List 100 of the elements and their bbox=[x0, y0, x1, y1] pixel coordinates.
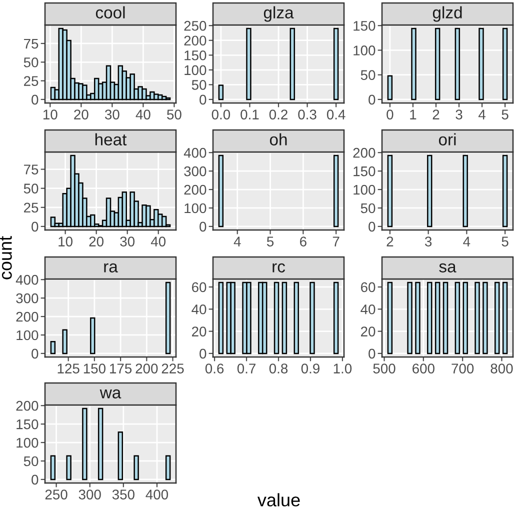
y-tick-label: 0 bbox=[32, 348, 38, 359]
y-tick-label: 40 bbox=[360, 304, 376, 314]
x-tick-label: 300 bbox=[78, 490, 101, 500]
y-tick-label: 75 bbox=[24, 164, 38, 174]
y-tick-label: 0 bbox=[32, 94, 38, 105]
x-tick-label: 600 bbox=[412, 364, 434, 374]
y-tick-label: 400 bbox=[16, 274, 38, 285]
y-tick-label: 400 bbox=[184, 148, 206, 158]
y-tick-label: 100 bbox=[184, 203, 206, 214]
y-tick-label: 0 bbox=[368, 94, 376, 105]
y-axis-title: count bbox=[0, 236, 12, 280]
chart-title: rc bbox=[272, 263, 285, 272]
y-tick-label: 75 bbox=[24, 38, 38, 49]
x-tick-label: 5 bbox=[266, 236, 274, 246]
y-tick-label: 60 bbox=[192, 282, 206, 292]
x-tick-label: 0.6 bbox=[205, 364, 224, 374]
y-tick-label: 50 bbox=[24, 184, 38, 194]
y-tick-label: 100 bbox=[184, 65, 206, 76]
y-tick-label: 150 bbox=[184, 50, 206, 60]
y-tick-label: 300 bbox=[184, 166, 206, 176]
x-tick-label: 3 bbox=[456, 110, 462, 120]
chart-title: wa bbox=[100, 389, 122, 398]
x-tick-label: 3 bbox=[424, 236, 432, 246]
x-tick-label: 125 bbox=[58, 364, 80, 374]
y-tick-label: 25 bbox=[24, 76, 38, 86]
y-tick-label: 20 bbox=[361, 326, 376, 336]
y-tick-label: 200 bbox=[16, 400, 38, 411]
y-tick-label: 100 bbox=[354, 184, 376, 195]
x-tick-label: 400 bbox=[146, 490, 168, 500]
chart-title: sa bbox=[439, 263, 456, 272]
x-tick-label: 4 bbox=[478, 110, 486, 120]
x-tick-label: 0 bbox=[386, 110, 394, 120]
x-tick-label: 4 bbox=[463, 236, 470, 246]
chart-title: glza bbox=[264, 6, 294, 22]
x-tick-label: 2 bbox=[432, 110, 440, 120]
chart-title: glzd bbox=[432, 6, 462, 22]
x-tick-label: 20 bbox=[74, 110, 88, 120]
chart-title: cool bbox=[96, 6, 125, 18]
y-tick-label: 50 bbox=[192, 80, 206, 90]
x-tick-label: 20 bbox=[89, 236, 104, 246]
y-tick-label: 25 bbox=[24, 202, 38, 213]
y-tick-label: 60 bbox=[361, 282, 376, 292]
x-tick-label: 7 bbox=[332, 236, 340, 246]
x-tick-label: 0.2 bbox=[269, 110, 288, 120]
y-tick-label: 100 bbox=[354, 46, 376, 56]
x-tick-label: 0.9 bbox=[301, 364, 320, 374]
x-tick-label: 50 bbox=[167, 110, 182, 120]
y-tick-label: 0 bbox=[200, 222, 206, 232]
y-tick-label: 150 bbox=[16, 419, 38, 430]
x-tick-label: 0.4 bbox=[326, 110, 346, 120]
chart-title: ori bbox=[438, 133, 456, 146]
x-tick-label: 1.0 bbox=[334, 364, 352, 374]
x-tick-label: 40 bbox=[136, 110, 150, 120]
x-axis-title: value bbox=[257, 493, 300, 506]
x-tick-label: 175 bbox=[110, 364, 132, 374]
x-tick-label: 0.7 bbox=[237, 364, 256, 374]
y-tick-label: 20 bbox=[192, 326, 206, 336]
y-tick-label: 40 bbox=[192, 304, 206, 314]
x-tick-label: 350 bbox=[112, 490, 134, 500]
y-tick-label: 0 bbox=[200, 348, 206, 359]
x-tick-label: 5 bbox=[502, 110, 508, 120]
y-tick-label: 0 bbox=[368, 348, 376, 359]
y-tick-label: 200 bbox=[184, 36, 206, 46]
y-tick-label: 200 bbox=[16, 312, 38, 322]
y-tick-label: 150 bbox=[354, 166, 376, 176]
y-tick-label: 200 bbox=[353, 148, 376, 158]
x-tick-label: 0.1 bbox=[240, 110, 259, 120]
y-tick-label: 0 bbox=[368, 222, 376, 232]
y-tick-label: 0 bbox=[32, 222, 38, 232]
y-tick-label: 150 bbox=[354, 20, 376, 31]
chart-title: heat bbox=[95, 133, 127, 146]
x-tick-label: 10 bbox=[43, 110, 58, 120]
chart-title: oh bbox=[270, 133, 287, 146]
chart-title: ra bbox=[104, 263, 118, 272]
x-tick-label: 30 bbox=[120, 236, 135, 246]
y-tick-label: 100 bbox=[16, 438, 38, 448]
x-tick-label: 0.3 bbox=[298, 110, 316, 120]
x-tick-label: 225 bbox=[162, 364, 184, 374]
x-tick-label: 0.8 bbox=[269, 364, 288, 374]
y-tick-label: 0 bbox=[200, 94, 206, 105]
y-tick-label: 300 bbox=[16, 293, 38, 304]
x-tick-label: 4 bbox=[234, 236, 241, 246]
x-tick-label: 5 bbox=[502, 236, 508, 246]
y-tick-label: 0 bbox=[32, 474, 38, 485]
x-tick-label: 30 bbox=[104, 110, 120, 120]
y-tick-label: 50 bbox=[360, 203, 376, 214]
x-tick-label: 700 bbox=[452, 364, 474, 374]
x-tick-label: 6 bbox=[300, 236, 306, 246]
x-tick-label: 40 bbox=[150, 236, 166, 246]
y-tick-label: 200 bbox=[184, 184, 206, 195]
y-tick-label: 50 bbox=[24, 57, 38, 68]
y-tick-label: 100 bbox=[16, 330, 38, 340]
x-tick-label: 0.0 bbox=[212, 110, 230, 120]
x-tick-label: 150 bbox=[84, 364, 106, 374]
y-tick-label: 250 bbox=[184, 20, 206, 31]
x-tick-label: 250 bbox=[45, 490, 68, 500]
y-tick-label: 50 bbox=[360, 70, 376, 80]
x-tick-label: 10 bbox=[58, 236, 72, 246]
y-tick-label: 50 bbox=[24, 456, 38, 466]
x-tick-label: 200 bbox=[136, 364, 158, 374]
